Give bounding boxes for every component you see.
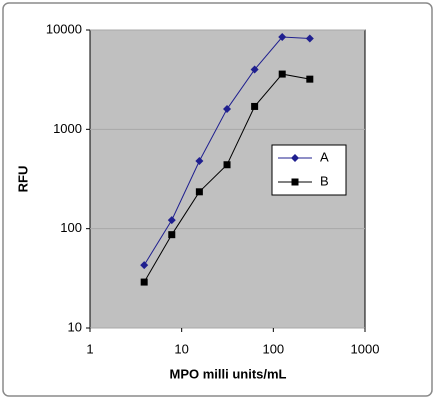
point — [223, 161, 231, 169]
x-tick-label: 1000 — [351, 341, 380, 356]
point — [168, 231, 176, 239]
point — [167, 216, 176, 225]
point — [278, 70, 286, 78]
point — [306, 75, 314, 83]
point — [223, 105, 232, 114]
legend-box — [271, 144, 347, 196]
point — [140, 261, 149, 270]
x-tick-label: 1 — [86, 341, 93, 356]
y-tick-label: 10 — [68, 319, 82, 334]
x-tick-label: 100 — [262, 341, 284, 356]
point — [195, 188, 203, 196]
point — [278, 33, 287, 42]
legend-label: A — [320, 149, 329, 164]
x-tick-label: 10 — [174, 341, 188, 356]
point — [250, 65, 259, 74]
point — [305, 34, 314, 43]
point — [251, 102, 259, 110]
point — [140, 278, 148, 286]
legend-marker — [291, 154, 299, 162]
legend-label: B — [320, 173, 329, 188]
y-axis-title: RFU — [15, 166, 30, 193]
y-tick-label: 10000 — [46, 21, 82, 36]
point — [195, 156, 204, 165]
legend-marker — [291, 178, 299, 186]
y-tick-label: 1000 — [53, 121, 82, 136]
x-axis-title: MPO milli units/mL — [169, 366, 286, 381]
y-tick-label: 100 — [60, 220, 82, 235]
